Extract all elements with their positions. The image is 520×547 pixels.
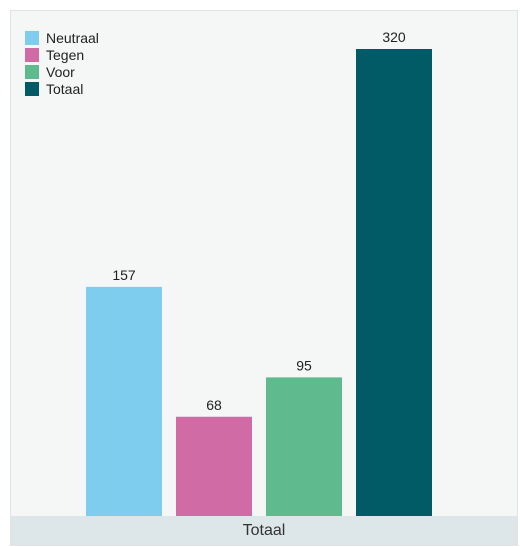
legend-swatch-voor	[25, 64, 39, 79]
bar-neutraal[interactable]	[86, 286, 162, 516]
legend-item-tegen[interactable]: Tegen	[25, 46, 99, 63]
legend-swatch-neutraal	[25, 30, 39, 45]
legend-item-voor[interactable]: Voor	[25, 63, 99, 80]
x-axis-category-label: Totaal	[242, 521, 286, 539]
legend-item-totaal[interactable]: Totaal	[25, 80, 99, 97]
legend-label-tegen: Tegen	[46, 46, 85, 63]
data-label-tegen: 68	[206, 397, 222, 413]
legend-label-neutraal: Neutraal	[46, 29, 99, 46]
data-label-totaal: 320	[382, 29, 406, 45]
legend-label-totaal: Totaal	[46, 80, 84, 97]
bar-voor[interactable]	[266, 377, 342, 516]
bar-tegen[interactable]	[176, 416, 252, 516]
x-axis-band: Totaal	[11, 516, 517, 545]
bar-totaal[interactable]	[356, 49, 432, 516]
data-label-neutraal: 157	[112, 267, 136, 283]
legend-item-neutraal[interactable]: Neutraal	[25, 29, 99, 46]
legend-label-voor: Voor	[46, 63, 75, 80]
chart-frame: 157 68 95 320 Neutraal Tegen Voor Totaal To…	[10, 10, 518, 546]
legend-swatch-tegen	[25, 47, 39, 62]
legend: Neutraal Tegen Voor Totaal	[25, 29, 99, 97]
chart-plot-area: 157 68 95 320	[86, 29, 432, 516]
data-label-voor: 95	[296, 357, 312, 373]
legend-swatch-totaal	[25, 81, 39, 96]
